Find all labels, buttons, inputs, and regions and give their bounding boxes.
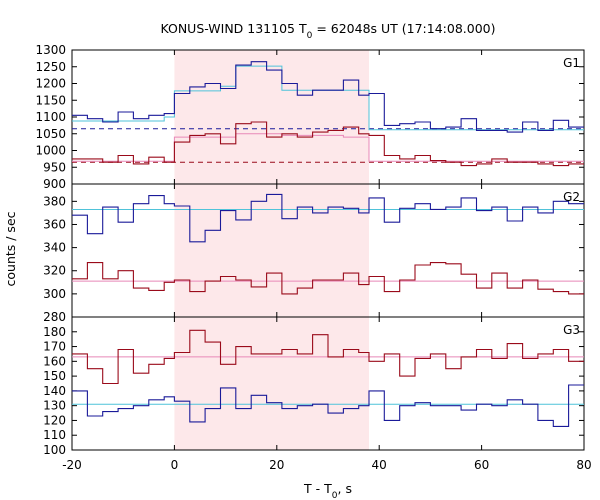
y-tick-label: 380 bbox=[43, 194, 66, 208]
y-tick-label: 1100 bbox=[35, 110, 66, 124]
chart-title: KONUS-WIND 131105 T0 = 62048s UT (17:14:… bbox=[160, 21, 495, 41]
x-tick-label: -20 bbox=[62, 458, 82, 472]
y-tick-label: 110 bbox=[43, 428, 66, 442]
x-tick-label: 60 bbox=[474, 458, 489, 472]
y-tick-label: 1000 bbox=[35, 144, 66, 158]
burst-interval-shading bbox=[174, 50, 369, 450]
y-tick-label: 160 bbox=[43, 354, 66, 368]
y-tick-label: 1050 bbox=[35, 127, 66, 141]
panel-label-g1: G1 bbox=[563, 56, 580, 70]
y-tick-label: 170 bbox=[43, 340, 66, 354]
panel-g2: 280 300 320 340 360 380 G2 bbox=[43, 183, 585, 324]
lightcurve-blue bbox=[72, 61, 584, 133]
y-tick-label: 100 bbox=[43, 443, 66, 457]
lightcurve-blue bbox=[72, 384, 584, 427]
y-tick-label: 1200 bbox=[35, 77, 66, 91]
fit-line-cyan bbox=[72, 65, 584, 131]
panel-frame bbox=[71, 316, 585, 451]
y-tick-label: 280 bbox=[43, 310, 66, 324]
y-tick-label: 180 bbox=[43, 325, 66, 339]
lightcurve-red bbox=[72, 262, 584, 295]
x-tick-label: 20 bbox=[269, 458, 284, 472]
panel-label-g2: G2 bbox=[563, 190, 580, 204]
x-axis-title: T - T0, s bbox=[303, 481, 352, 500]
lightcurve-blue bbox=[72, 193, 584, 243]
y-tick-label: 300 bbox=[43, 287, 66, 301]
panel-g1: 900 950 1000 1050 1100 1150 1200 1250 1300 G1 bbox=[35, 43, 585, 191]
y-tick-label: 1250 bbox=[35, 60, 66, 74]
y-tick-label: 950 bbox=[43, 160, 66, 174]
y-tick-label: 360 bbox=[43, 217, 66, 231]
y-tick-label: 120 bbox=[43, 413, 66, 427]
y-tick-label: 150 bbox=[43, 369, 66, 383]
y-tick-label: 130 bbox=[43, 399, 66, 413]
y-axis-title: counts / sec bbox=[3, 211, 18, 286]
lightcurve-red bbox=[72, 329, 584, 385]
y-tick-label: 900 bbox=[43, 177, 66, 191]
y-tick-label: 140 bbox=[43, 384, 66, 398]
panel-label-g3: G3 bbox=[563, 323, 580, 337]
y-tick-label: 1300 bbox=[35, 43, 66, 57]
y-tick-label: 340 bbox=[43, 241, 66, 255]
x-tick-label: 40 bbox=[372, 458, 387, 472]
x-tick-label: 80 bbox=[576, 458, 591, 472]
y-tick-label: 1150 bbox=[35, 93, 66, 107]
lightcurve-red bbox=[72, 121, 584, 167]
y-tick-label: 320 bbox=[43, 264, 66, 278]
x-tick-label: 0 bbox=[171, 458, 179, 472]
